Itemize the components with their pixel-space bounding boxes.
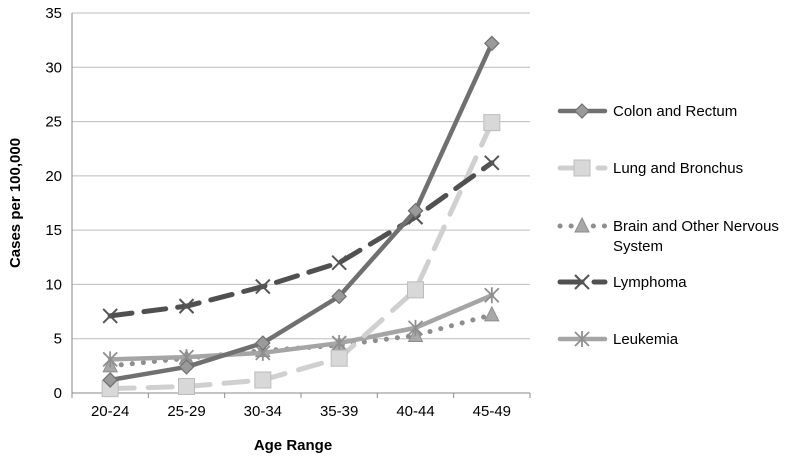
series-group <box>101 35 501 398</box>
series-colon-and-rectum <box>102 35 500 388</box>
data-point <box>483 114 501 132</box>
data-point <box>407 202 424 219</box>
data-point <box>102 308 118 324</box>
data-point <box>331 335 347 352</box>
data-point <box>483 35 500 52</box>
legend: Colon and Rectum Lung and Bronchus Brain a… <box>557 103 779 348</box>
y-axis-title: Cases per 100,000 <box>7 138 24 268</box>
data-point <box>484 155 500 171</box>
data-point <box>484 305 500 322</box>
x-tick-label: 40-44 <box>396 403 434 420</box>
x-tick-label: 25-29 <box>167 403 205 420</box>
x-tick-label: 20-24 <box>91 403 129 420</box>
x-tick-label: 35-39 <box>320 403 358 420</box>
data-point <box>254 335 271 351</box>
legend-marker <box>574 103 590 119</box>
legend-label: Colon and Rectum <box>613 103 737 120</box>
data-point <box>330 349 348 367</box>
series-lymphoma <box>102 155 500 324</box>
y-tick-labels: 0 5 10 15 20 25 30 35 <box>45 5 62 402</box>
y-tick-label: 35 <box>45 5 62 22</box>
data-point <box>331 288 348 305</box>
legend-label: Lymphoma <box>613 274 687 291</box>
series-line <box>107 41 495 383</box>
series-line <box>107 160 495 319</box>
y-tick-label: 5 <box>54 331 62 348</box>
legend-marker <box>574 331 590 347</box>
legend-item-leukemia: Leukemia <box>557 331 679 348</box>
data-point <box>255 278 271 295</box>
series-line <box>107 293 495 362</box>
x-tick-labels: 20-24 25-29 30-34 35-39 40-44 45-49 <box>91 403 511 420</box>
legend-marker <box>574 274 590 290</box>
y-tick-label: 25 <box>45 114 62 131</box>
data-point <box>407 281 424 299</box>
legend-item-lymphoma: Lymphoma <box>557 274 687 291</box>
data-point <box>407 319 424 336</box>
series-line <box>107 312 495 369</box>
x-tick-label: 30-34 <box>244 403 282 420</box>
y-tick-label: 30 <box>45 59 62 76</box>
x-tick-label: 45-49 <box>473 403 511 420</box>
y-tick-label: 0 <box>54 385 62 402</box>
data-point <box>102 351 118 368</box>
data-point <box>178 359 195 375</box>
legend-label: Brain and Other Nervous <box>613 218 779 235</box>
legend-item-colon-and-rectum: Colon and Rectum <box>557 103 737 120</box>
series-leukemia <box>102 287 500 368</box>
data-point <box>178 377 195 395</box>
data-point <box>331 255 347 271</box>
y-tick-label: 10 <box>45 276 62 293</box>
series-line <box>107 120 495 392</box>
data-point <box>254 371 272 389</box>
legend-marker <box>574 216 590 233</box>
gridlines <box>72 12 530 340</box>
data-point <box>484 287 500 304</box>
x-axis-title: Age Range <box>254 437 332 454</box>
legend-label: Leukemia <box>613 331 679 348</box>
legend-label: System <box>613 238 663 255</box>
y-tick-label: 20 <box>45 168 62 185</box>
y-tick-label: 15 <box>45 222 62 239</box>
legend-item-lung-and-bronchus: Lung and Bronchus <box>557 159 743 177</box>
legend-label: Lung and Bronchus <box>613 160 743 177</box>
series-lung-and-bronchus <box>101 114 501 398</box>
legend-marker <box>573 159 591 177</box>
data-point <box>102 372 119 388</box>
data-point <box>178 298 195 314</box>
axes <box>71 13 531 398</box>
legend-item-brain-and-other-nervous-system: Brain and Other Nervous System <box>557 216 779 255</box>
